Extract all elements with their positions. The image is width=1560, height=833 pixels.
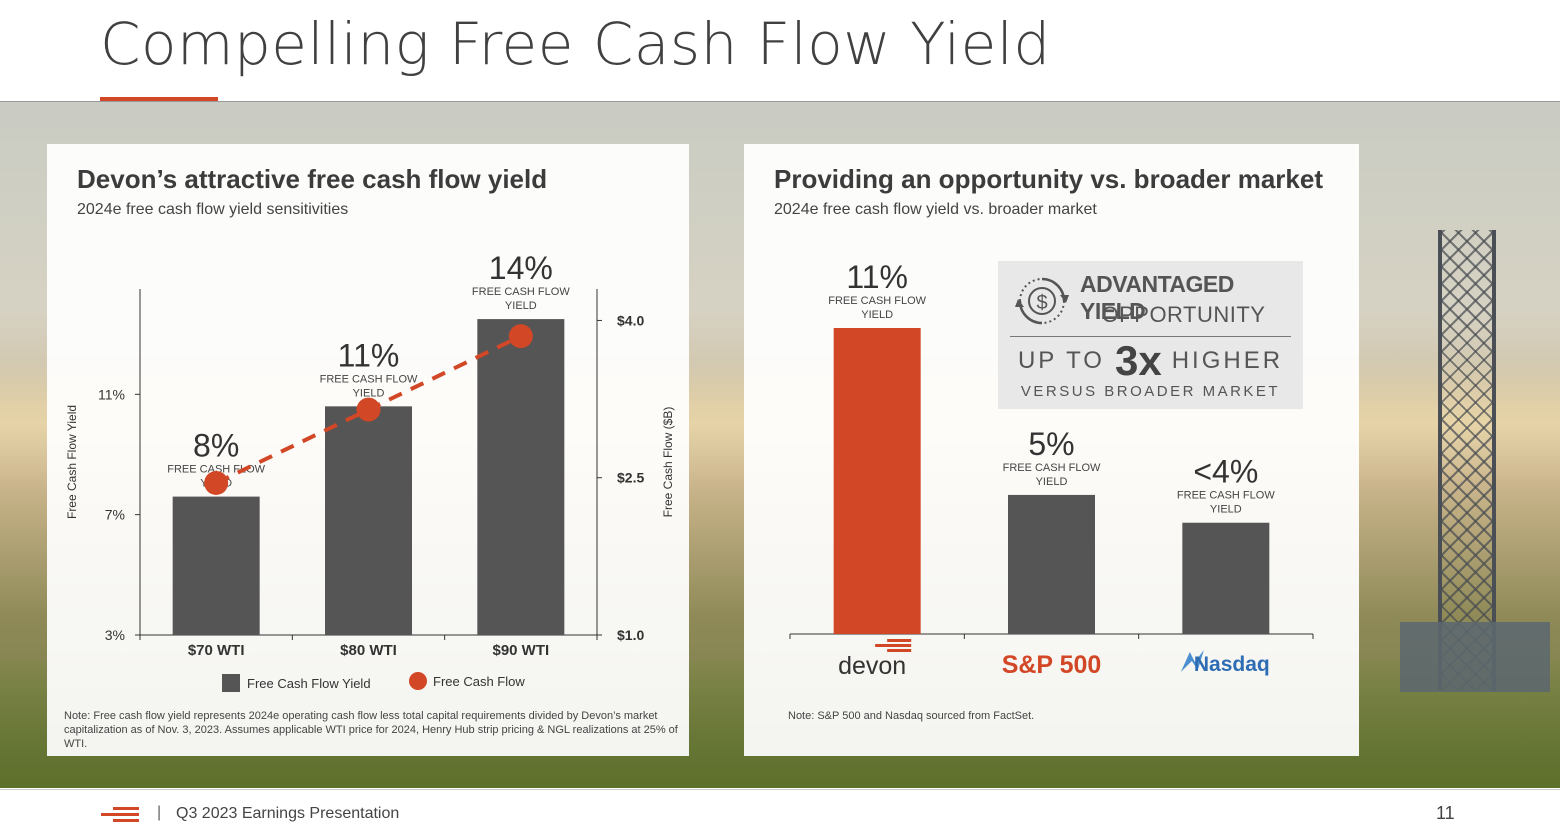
- y2-tick-label: $1.0: [617, 627, 644, 643]
- legend-line-label: Free Cash Flow: [433, 674, 525, 689]
- left-panel: Devon’s attractive free cash flow yield …: [47, 144, 689, 756]
- advantaged-yield-title: ADVANTAGED YIELD: [1080, 271, 1234, 324]
- drilling-rig-base: [1400, 622, 1550, 692]
- multiple-value: 3x: [1114, 337, 1162, 384]
- advantaged-yield-callout: $ ADVANTAGED YIELD OPPORTUNITY UP TO 3x HI…: [998, 261, 1303, 409]
- legend-bar-label: Free Cash Flow Yield: [247, 676, 371, 691]
- x-tick-label: Nasdaq: [1194, 653, 1270, 676]
- x-tick-label: S&P 500: [1002, 651, 1102, 679]
- fcf-point: [356, 397, 381, 422]
- y-tick-label: 11%: [98, 386, 125, 402]
- bar-value-label: 5%: [1028, 426, 1074, 462]
- right-panel: Providing an opportunity vs. broader mar…: [744, 144, 1359, 756]
- left-panel-subtitle: 2024e free cash flow yield sensitivities: [77, 201, 349, 218]
- x-tick-label: $90 WTI: [492, 642, 549, 659]
- left-panel-note: Note: Free cash flow yield represents 20…: [64, 710, 678, 750]
- title-accent-bar: [100, 97, 218, 102]
- bar-value-label: <4%: [1193, 454, 1258, 490]
- devon-logo-stripe: [887, 639, 912, 642]
- bar-value-label: 14%: [489, 250, 553, 286]
- devon-logo-icon: [101, 807, 139, 822]
- legend-bar-swatch: [222, 674, 240, 692]
- up-to-text: UP TO: [1017, 347, 1105, 374]
- higher-text: HIGHER: [1171, 347, 1284, 374]
- y-tick-label: 3%: [105, 627, 125, 643]
- left-panel-title: Devon’s attractive free cash flow yield: [77, 164, 548, 194]
- fcf-point: [508, 324, 533, 349]
- x-tick-label: devon: [838, 652, 906, 680]
- bar-value-label: 11%: [846, 259, 908, 295]
- x-tick-label: $80 WTI: [340, 642, 397, 659]
- page-number: 11: [1436, 803, 1455, 823]
- footer-divider: [0, 789, 1560, 790]
- y-axis-label: Free Cash Flow Yield: [65, 405, 79, 519]
- yield-bar: [477, 319, 565, 635]
- legend-line-marker: [409, 672, 427, 690]
- title-divider: [0, 101, 1560, 102]
- multiple-line: UP TO 3x HIGHER: [998, 337, 1303, 384]
- devon-logo-stripe: [887, 649, 912, 652]
- yield-bar: [172, 496, 260, 635]
- footer-presentation-title: Q3 2023 Earnings Presentation: [176, 805, 400, 822]
- yield-bar: [833, 328, 921, 634]
- y2-tick-label: $2.5: [617, 470, 644, 486]
- svg-text:$: $: [1036, 292, 1047, 314]
- drilling-rig-tower: [1438, 230, 1496, 690]
- y-tick-label: 7%: [105, 507, 125, 523]
- yield-bar: [325, 406, 412, 635]
- x-tick-label: $70 WTI: [188, 642, 245, 659]
- devon-logo-stripe: [875, 644, 912, 647]
- y2-tick-label: $4.0: [617, 312, 644, 328]
- y2-axis-label: Free Cash Flow ($B): [661, 407, 675, 518]
- callout-divider: [1010, 336, 1291, 337]
- bar-value-label: 11%: [338, 337, 400, 373]
- yield-bar: [1182, 522, 1270, 634]
- yield-bar: [1008, 494, 1095, 634]
- versus-market-text: VERSUS BROADER MARKET: [1020, 383, 1281, 400]
- footer-separator: |: [157, 804, 162, 821]
- bar-value-label: 8%: [193, 428, 239, 464]
- fcf-point: [204, 470, 229, 495]
- right-panel-note: Note: S&P 500 and Nasdaq sourced from Fa…: [788, 710, 1035, 722]
- page-title: Compelling Free Cash Flow Yield: [100, 10, 1051, 78]
- right-panel-subtitle: 2024e free cash flow yield vs. broader m…: [774, 201, 1097, 218]
- dollar-cycle-icon: $: [1015, 277, 1069, 325]
- fcf-yield-sensitivity-chart: 3% 7% 11% $1.0 $2.5 $4.0 Free Cash Flow Yield F…: [65, 250, 675, 692]
- right-panel-title: Providing an opportunity vs. broader mar…: [774, 164, 1323, 194]
- nasdaq-logo-icon: [1180, 650, 1204, 672]
- advantaged-yield-subtitle: OPPORTUNITY: [1101, 302, 1266, 327]
